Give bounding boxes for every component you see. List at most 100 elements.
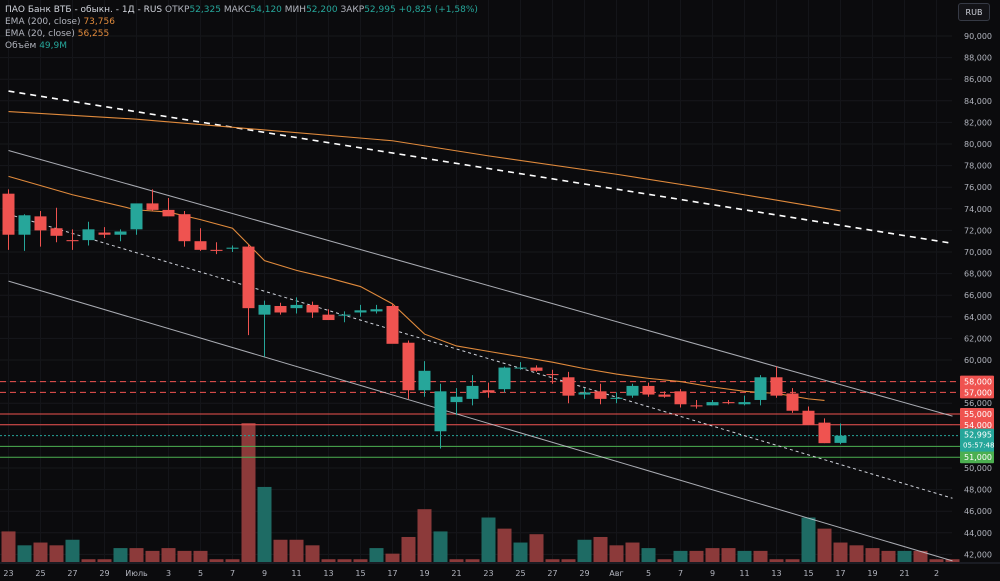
ema200-legend[interactable]: EMA (200, close) 73,756 [5,16,478,28]
y-tick-label: 88,000 [964,54,992,63]
level-tag [960,451,994,464]
current-price-label: 52,995 [964,431,992,440]
volume-bar [625,542,640,562]
volume-bar [673,550,688,562]
currency-button[interactable]: RUB [958,3,990,21]
volume-bar [193,550,208,562]
price-axis[interactable]: 42,00044,00046,00048,00050,00052,00054,0… [960,32,994,559]
y-tick-label: 76,000 [964,183,992,192]
x-tick-label: 27 [67,569,77,578]
volume-bar [321,559,336,562]
volume-bar [401,536,416,562]
volume-bar [209,559,224,562]
candles [2,189,847,449]
trendline-dashed-mid [8,213,953,499]
candle-body [274,306,287,313]
volume-bar [177,550,192,562]
y-tick-label: 86,000 [964,75,992,84]
y-tick-label: 90,000 [964,32,992,41]
volume-bar [929,559,944,562]
candle-body [98,232,111,235]
ohlc-high-label: МАКС [223,5,251,15]
candle-body [402,342,415,391]
level-tag-label: 58,000 [964,378,992,387]
time-axis[interactable]: 23 25 27 29 Июль 3 5 7 9 11 13 15 17 19 21 23 25 27 29 Авг 5… [0,562,1000,578]
volume-bar [577,539,592,562]
candle-body [418,370,431,391]
x-tick-label: Авг [609,569,623,578]
ema20-line [8,175,825,401]
volume-bar [241,423,256,562]
x-tick-label: 9 [710,569,715,578]
candle-body [546,374,559,376]
chart-legend: ПАО Банк ВТБ - обыкн. - 1Д - RUS ОТКР52,… [5,4,478,52]
ema200-label: EMA (200, close) [5,17,81,27]
volume-bar [913,550,928,562]
ema20-legend[interactable]: EMA (20, close) 56,255 [5,28,478,40]
volume-legend[interactable]: Объём 49,9M [5,40,478,52]
volume-bar [609,545,624,562]
volume-bar [113,548,128,562]
volume-bar [369,548,384,562]
ema-lines [8,111,841,401]
x-tick-label: 21 [451,569,461,578]
level-tag [960,408,994,420]
volume-bar [801,517,816,562]
candle-body [306,304,319,313]
level-tag [960,418,994,431]
x-tick-label: 29 [579,569,589,578]
candle-body [818,422,831,444]
candle-body [786,393,799,411]
candle-body [578,392,591,395]
volume-bar [529,534,544,562]
x-tick-label: 23 [3,569,13,578]
y-tick-label: 82,000 [964,118,992,127]
x-tick-label: 9 [262,569,267,578]
ohlc-low-value: 52,200 [306,5,338,15]
candle-body [130,203,143,230]
candle-body [338,314,351,316]
volume-bar [737,550,752,562]
y-tick-label: 62,000 [964,334,992,343]
ohlc-close-value: 52,995 [364,5,396,15]
x-tick-label: 21 [899,569,909,578]
volume-bar [449,559,464,562]
ohlc-low-label: МИН [284,5,307,15]
countdown-label: 05:57:48 [963,442,994,450]
candle-body [354,310,367,313]
candle-body [258,304,271,315]
y-tick-label: 68,000 [964,270,992,279]
volume-bar [593,536,608,562]
candle-body [66,240,79,242]
x-tick-label: 13 [771,569,781,578]
x-tick-label: 3 [166,569,171,578]
ohlc-open-label: ОТКР [165,5,190,15]
volume-bar [785,559,800,562]
candle-body [370,309,383,312]
volume-bars [1,423,960,562]
volume-bar [497,528,512,562]
candle-body [50,228,63,236]
volume-bar [689,550,704,562]
volume-bar [17,545,32,562]
candle-body [562,377,575,396]
volume-bar [33,542,48,562]
x-tick-label: 17 [835,569,845,578]
x-tick-label: 5 [198,569,203,578]
y-tick-label: 72,000 [964,226,992,235]
candle-body [34,216,47,231]
ema200-value: 73,756 [83,17,115,27]
candle-body [498,367,511,390]
volume-bar [417,509,432,562]
candle-body [162,209,175,217]
volume-bar [161,548,176,562]
x-tick-label: 5 [646,569,651,578]
candle-body [82,229,95,241]
volume-bar [257,486,272,562]
candle-body [2,193,15,235]
candle-body [722,402,735,404]
volume-bar [129,548,144,562]
candle-body [530,367,543,371]
volume-bar [657,559,672,562]
